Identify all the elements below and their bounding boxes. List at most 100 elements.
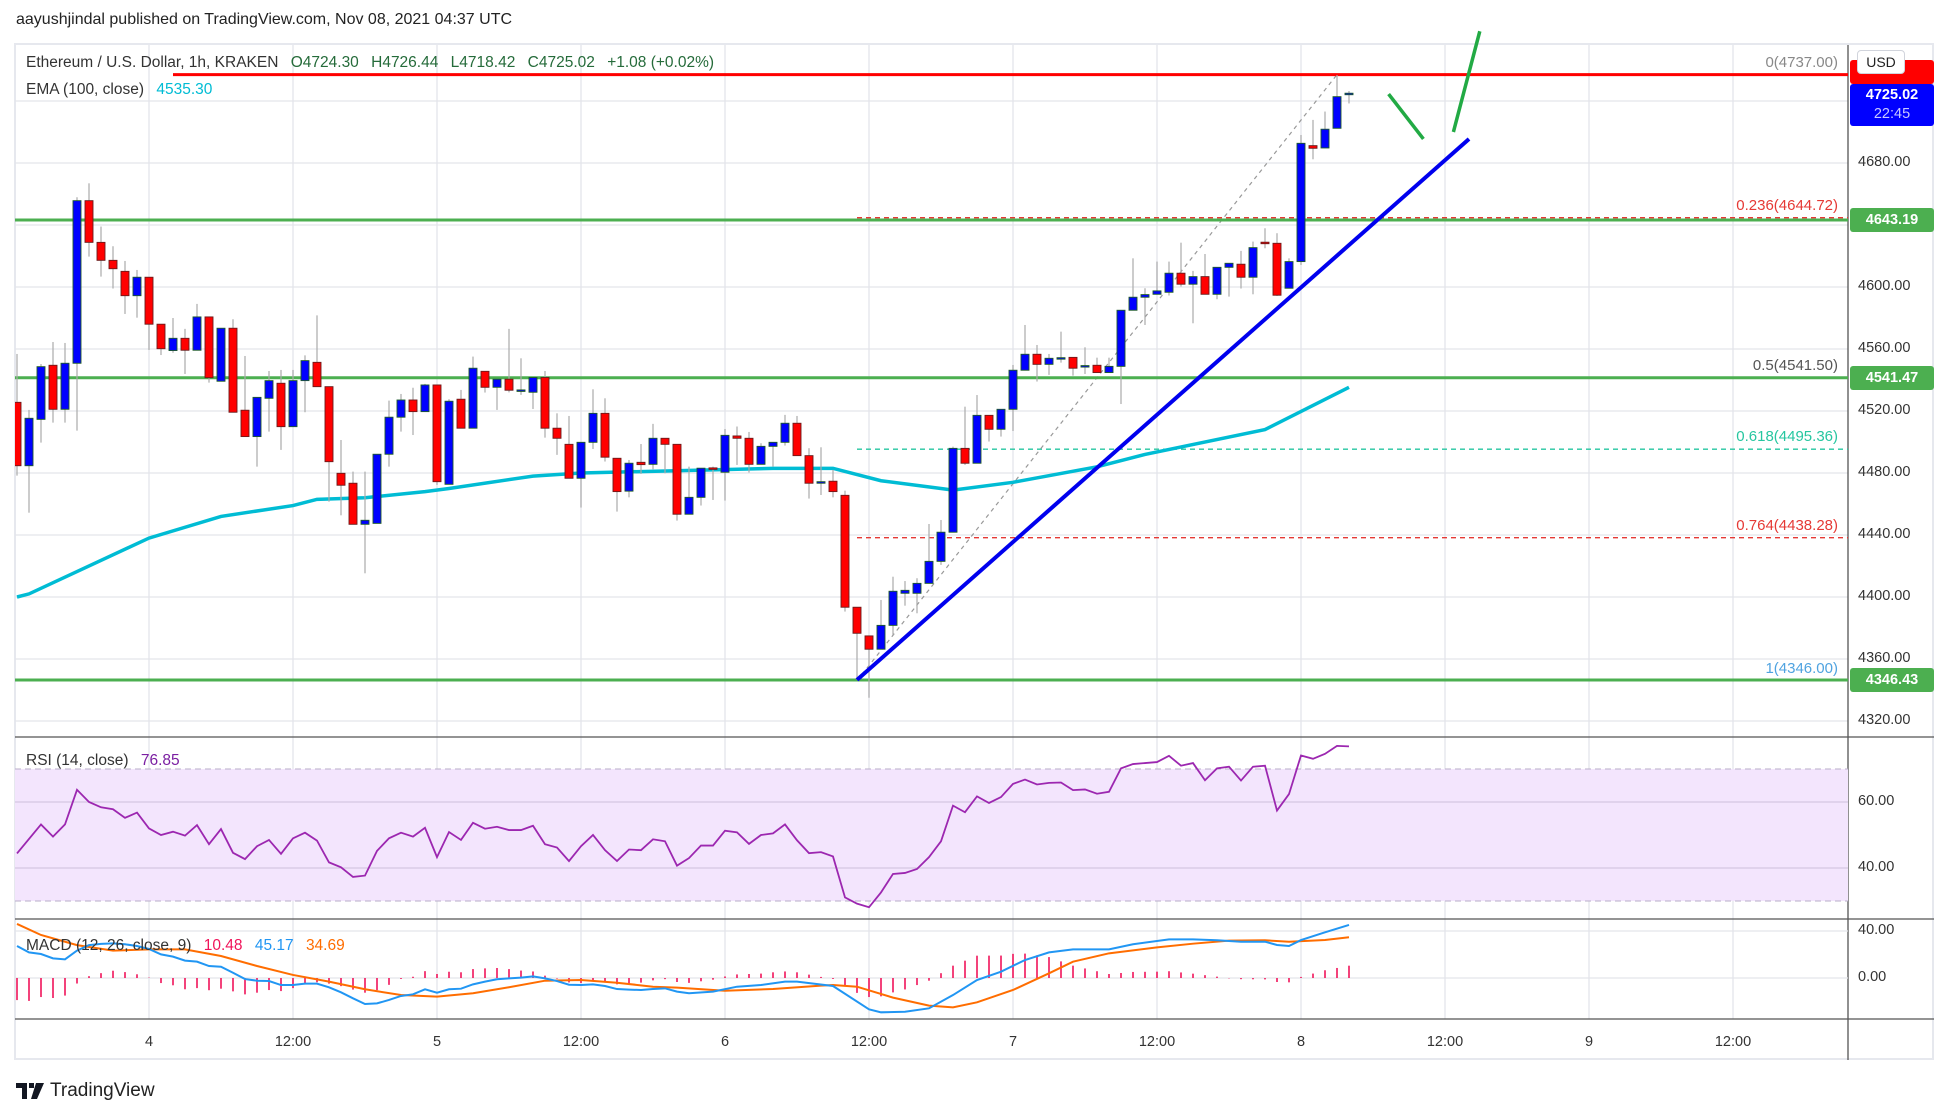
trend-line: [855, 137, 1471, 682]
rsi-value: 76.85: [140, 752, 180, 769]
macd-signal-value: 34.69: [305, 937, 345, 954]
ohlc-open: O4724.30: [290, 54, 359, 71]
time-axis-label: 4: [144, 1034, 154, 1050]
candle: [228, 319, 238, 413]
candle-body-up: [1140, 294, 1150, 298]
ohlc-low: L4718.42: [450, 54, 516, 71]
candle: [204, 316, 214, 383]
candle: [636, 444, 646, 474]
candle-body-up: [372, 453, 382, 524]
time-axis-label: 9: [1584, 1034, 1594, 1050]
candle-body-up: [1224, 262, 1234, 268]
candle: [1008, 364, 1018, 431]
candle-body-up: [252, 396, 262, 438]
candle: [924, 523, 934, 584]
candle-body-up: [24, 417, 34, 467]
fib-level-label: 0.618(4495.36): [1736, 428, 1838, 446]
price-pane: [15, 73, 1848, 698]
rsi-axis-label: 60.00: [1858, 793, 1895, 809]
time-axis-label: 6: [720, 1034, 730, 1050]
candle: [1332, 74, 1342, 129]
tradingview-logo[interactable]: TradingView: [16, 1080, 155, 1102]
candle: [1296, 134, 1306, 265]
candle: [576, 441, 586, 508]
candle: [1044, 353, 1054, 375]
candle: [612, 457, 622, 512]
candle: [156, 323, 166, 356]
candle-body-up: [396, 399, 406, 418]
candle: [1116, 309, 1126, 405]
candle: [396, 393, 406, 432]
candle-body-up: [1248, 247, 1258, 278]
candle: [780, 414, 790, 446]
candle: [492, 378, 502, 410]
candle-body-down: [240, 409, 250, 438]
candle-body-down: [96, 241, 106, 261]
fib-level-label: 0.236(4644.72): [1736, 196, 1838, 214]
candle: [444, 399, 454, 485]
candle-body-down: [852, 606, 862, 634]
fib-level-label: 0.764(4438.28): [1736, 516, 1838, 534]
candle: [1224, 262, 1234, 297]
ema-label: EMA (100, close): [26, 81, 145, 98]
ohlc-change: +1.08 (+0.02%): [607, 54, 715, 71]
candle-body-down: [144, 276, 154, 325]
candle: [564, 415, 574, 479]
rsi-band: [15, 769, 1848, 901]
candle: [588, 389, 598, 449]
candle-body-up: [720, 434, 730, 473]
time-axis-label: 12:00: [274, 1034, 312, 1050]
candle: [1260, 228, 1270, 249]
candle: [552, 413, 562, 455]
symbol-legend: Ethereum / U.S. Dollar, 1h, KRAKEN O4724…: [26, 54, 722, 72]
tradingview-logo-icon: [16, 1083, 44, 1099]
candle: [828, 469, 838, 498]
candle: [1236, 250, 1246, 289]
candle-body-down: [708, 467, 718, 470]
pane-separators: [15, 45, 1934, 1060]
candle: [852, 606, 862, 680]
candle: [36, 364, 46, 443]
candle-body-up: [1152, 290, 1162, 295]
candle: [360, 471, 370, 574]
candle-body-down: [276, 382, 286, 428]
candle: [324, 386, 334, 502]
projection-arrow-segment: [1451, 30, 1482, 133]
candle: [1176, 242, 1186, 287]
macd-legend[interactable]: MACD (12, 26, close, 9) 10.48 45.17 34.6…: [26, 937, 353, 955]
candle: [504, 328, 514, 393]
time-axis-label: 12:00: [850, 1034, 888, 1050]
candle: [1284, 258, 1294, 289]
macd-label: MACD (12, 26, close, 9): [26, 937, 192, 954]
candle-body-up: [492, 378, 502, 388]
candle: [1032, 344, 1042, 382]
support-price-tag: 4346.43: [1850, 668, 1934, 693]
candle-body-down: [552, 427, 562, 439]
candle: [384, 400, 394, 467]
macd-pane: [15, 923, 1848, 1014]
candle: [684, 466, 694, 515]
candle: [1104, 357, 1114, 374]
macd-axis-label: 40.00: [1858, 922, 1895, 938]
currency-button[interactable]: USD: [1857, 50, 1905, 74]
candle-body-down: [1236, 263, 1246, 278]
candle: [1140, 288, 1150, 325]
candle: [936, 519, 946, 565]
rsi-legend[interactable]: RSI (14, close) 76.85: [26, 752, 188, 770]
candle-body-up: [1116, 309, 1126, 367]
ema-legend[interactable]: EMA (100, close) 4535.30: [26, 81, 220, 99]
candle-body-down: [828, 480, 838, 493]
candle-body-up: [216, 327, 226, 382]
candle: [720, 428, 730, 501]
ema-value: 4535.30: [156, 81, 213, 98]
candle-body-down: [456, 398, 466, 429]
candle: [948, 446, 958, 533]
candle-body-up: [528, 377, 538, 393]
candle-body-up: [192, 316, 202, 351]
candle-body-up: [300, 360, 310, 382]
candle-body-up: [876, 624, 886, 650]
candle: [312, 315, 322, 388]
candle-body-up: [780, 422, 790, 443]
publish-info: aayushjindal published on TradingView.co…: [16, 11, 513, 28]
